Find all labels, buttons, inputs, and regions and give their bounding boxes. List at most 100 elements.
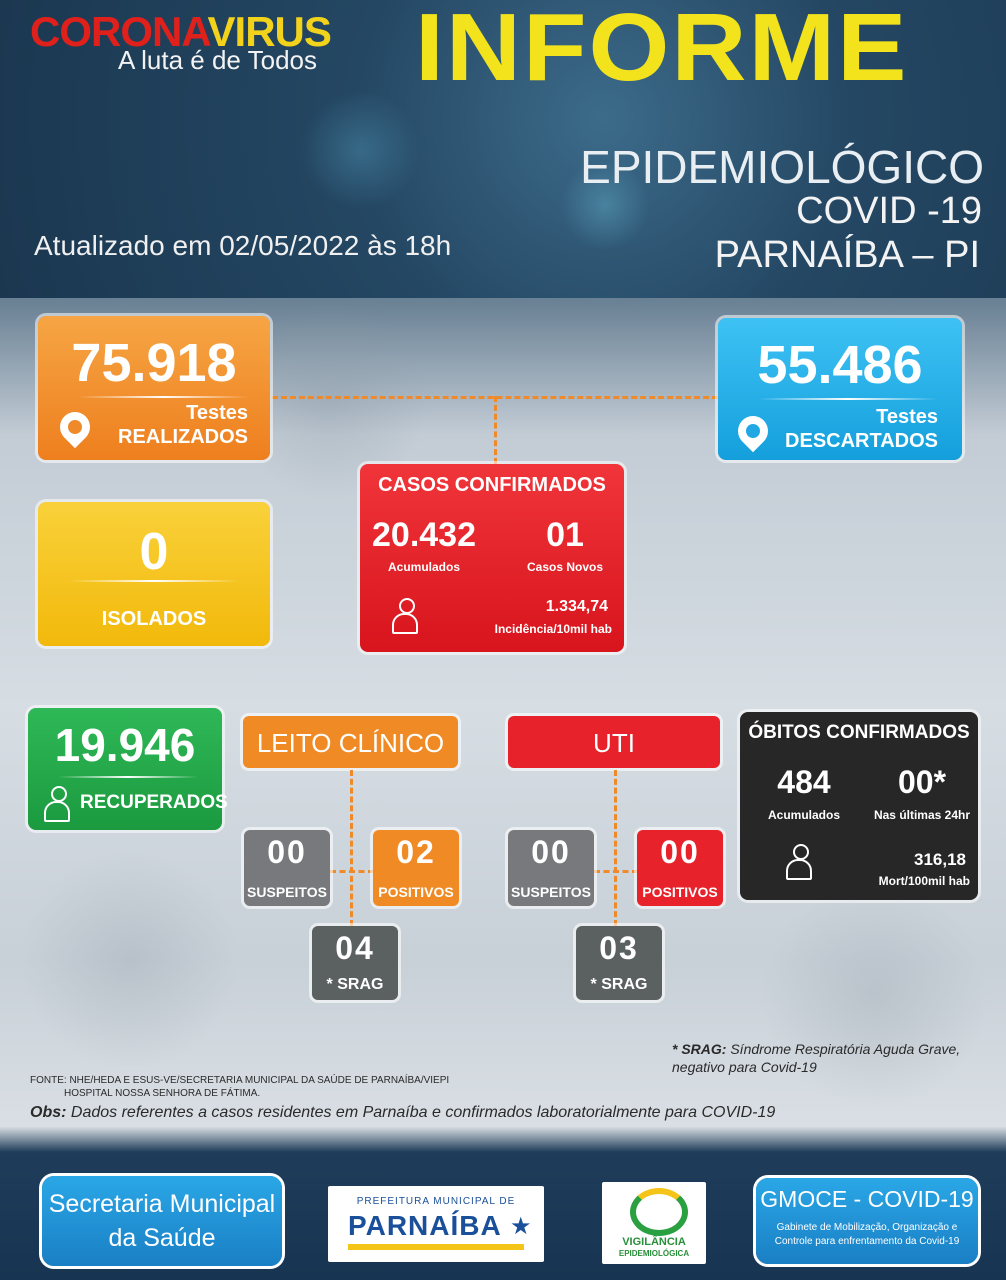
source-line2: HOSPITAL NOSSA SENHORA DE FÁTIMA.: [64, 1088, 261, 1099]
secretaria-line1: Secretaria Municipal: [48, 1190, 276, 1218]
confirmed-title: CASOS CONFIRMADOS: [378, 474, 606, 496]
tests-discarded-card: 55.486 Testes DESCARTADOS: [718, 318, 962, 460]
isolated-value: 0: [139, 523, 169, 581]
connector-line: [494, 396, 497, 464]
mortality-label: Mort/100mil hab: [878, 874, 970, 888]
connector-line: [614, 770, 617, 926]
deaths-title: ÓBITOS CONFIRMADOS: [748, 722, 970, 743]
virus-decoration-icon: [560, 160, 650, 250]
isolated-label: ISOLADOS: [101, 608, 207, 630]
tests-done-value: 75.918: [71, 333, 237, 393]
source-line1: FONTE: NHE/HEDA E ESUS-VE/SECRETARIA MUN…: [30, 1075, 450, 1086]
prefeitura-name: PARNAÍBA: [348, 1210, 502, 1241]
vigilancia-emblem-icon: [630, 1188, 688, 1236]
doctor-icon: [42, 786, 72, 822]
vigilancia-logo: VIGILÂNCIA EPIDEMIOLÓGICA: [602, 1182, 706, 1264]
page-title: INFORME: [415, 0, 909, 102]
obs-key: Obs:: [30, 1104, 67, 1121]
incidence-value: 1.334,74: [545, 598, 608, 615]
clinical-srag-box: 04 * SRAG: [312, 926, 398, 1000]
srag-note: * SRAG: Síndrome Respiratória Aguda Grav…: [672, 1040, 1002, 1076]
page-subtitle: EPIDEMIOLÓGICO: [580, 141, 984, 193]
covid-label: COVID -19: [796, 190, 982, 232]
deaths-card: ÓBITOS CONFIRMADOS 484 Acumulados 00* Na…: [740, 712, 978, 900]
icu-header: UTI: [508, 716, 720, 768]
confirmed-accumulated-value: 20.432: [372, 516, 476, 554]
header-background: [0, 0, 1006, 298]
icu-positives-box: 00 POSITIVOS: [637, 830, 723, 906]
city-label: PARNAÍBA – PI: [714, 234, 980, 276]
doctor-icon: [390, 598, 420, 634]
tests-done-label1: Testes: [186, 402, 248, 424]
srag-note-key: * SRAG:: [672, 1041, 727, 1057]
tests-discarded-label2: DESCARTADOS: [785, 430, 938, 452]
vigilancia-line2: EPIDEMIOLÓGICA: [618, 1249, 690, 1258]
icu-suspects-box: 00 SUSPEITOS: [508, 830, 594, 906]
clinical-suspects-value: 00: [267, 834, 307, 870]
recovered-value: 19.946: [54, 719, 196, 771]
clinical-suspects-box: 00 SUSPEITOS: [244, 830, 330, 906]
doctor-icon: [784, 844, 814, 880]
recovered-card: 19.946 RECUPERADOS: [28, 708, 228, 830]
clinical-srag-value: 04: [335, 930, 375, 966]
divider: [78, 396, 248, 398]
clinical-positives-box: 02 POSITIVOS: [373, 830, 459, 906]
confirmed-accumulated-label: Acumulados: [387, 560, 460, 574]
prefeitura-logo: PREFEITURA MUNICIPAL DE PARNAÍBA ★: [328, 1186, 544, 1262]
virus-decoration-icon: [760, 880, 990, 1110]
icu-suspects-label: SUSPEITOS: [511, 884, 591, 900]
clinical-positives-value: 02: [396, 834, 436, 870]
clinical-bed-title: LEITO CLÍNICO: [256, 728, 445, 758]
prefeitura-top-text: PREFEITURA MUNICIPAL DE: [356, 1196, 516, 1207]
gmoce-text2: Controle para enfrentamento da Covid-19: [774, 1236, 960, 1247]
mortality-value: 316,18: [914, 850, 966, 869]
deaths-accumulated-label: Acumulados: [767, 808, 840, 822]
coronavirus-logo: CORONAVIRUS: [30, 8, 332, 56]
secretaria-logo: Secretaria Municipal da Saúde: [42, 1176, 282, 1266]
icu-positives-value: 00: [660, 834, 700, 870]
confirmed-new-label: Casos Novos: [526, 560, 604, 574]
virus-decoration-icon: [300, 90, 420, 210]
gmoce-title: GMOCE - COVID-19: [760, 1186, 974, 1212]
confirmed-new-value: 01: [546, 516, 584, 554]
connector-line: [594, 870, 638, 873]
divider: [758, 398, 938, 400]
connector-line: [350, 770, 353, 926]
star-icon: ★: [510, 1213, 532, 1240]
gmoce-logo: GMOCE - COVID-19 Gabinete de Mobilização…: [756, 1178, 978, 1264]
srag-note-text: Síndrome Respiratória Aguda Grave,: [726, 1041, 961, 1057]
tests-discarded-label1: Testes: [876, 406, 938, 428]
secretaria-line2: da Saúde: [108, 1224, 216, 1252]
divider: [68, 580, 240, 582]
divider: [58, 776, 198, 778]
logo-virus-text: VIRUS: [207, 8, 332, 55]
logo-tagline: A luta é de Todos: [118, 45, 318, 75]
updated-timestamp: Atualizado em 02/05/2022 às 18h: [34, 230, 452, 261]
flag-stripe: [348, 1244, 524, 1250]
clinical-bed-header: LEITO CLÍNICO: [243, 716, 458, 768]
source-note: FONTE: NHE/HEDA E ESUS-VE/SECRETARIA MUN…: [30, 1074, 449, 1100]
virus-decoration-icon: [20, 850, 240, 1070]
confirmed-cases-card: CASOS CONFIRMADOS 20.432 Acumulados 01 C…: [360, 464, 624, 652]
icu-title: UTI: [593, 728, 635, 758]
drop-icon: [731, 409, 775, 453]
clinical-positives-label: POSITIVOS: [378, 884, 454, 900]
isolated-card: 0 ISOLADOS: [38, 502, 270, 646]
srag-note-text2: negativo para Covid-19: [672, 1059, 817, 1075]
clinical-srag-label: * SRAG: [326, 976, 384, 993]
deaths-last24-label: Nas últimas 24hr: [873, 808, 971, 822]
tests-discarded-value: 55.486: [757, 335, 923, 395]
clinical-suspects-label: SUSPEITOS: [247, 884, 327, 900]
obs-text: Dados referentes a casos residentes em P…: [66, 1104, 776, 1121]
tests-done-card: 75.918 Testes REALIZADOS: [38, 316, 270, 460]
connector-line: [330, 870, 374, 873]
icu-srag-box: 03 * SRAG: [576, 926, 662, 1000]
deaths-last24-value: 00*: [897, 764, 947, 800]
deaths-accumulated-value: 484: [777, 764, 831, 800]
tests-done-label2: REALIZADOS: [118, 426, 248, 448]
icu-positives-label: POSITIVOS: [642, 884, 718, 900]
icu-suspects-value: 00: [531, 834, 571, 870]
icu-srag-label: * SRAG: [590, 976, 648, 993]
gmoce-text1: Gabinete de Mobilização, Organização e: [776, 1222, 958, 1233]
recovered-label: RECUPERADOS: [80, 792, 228, 813]
